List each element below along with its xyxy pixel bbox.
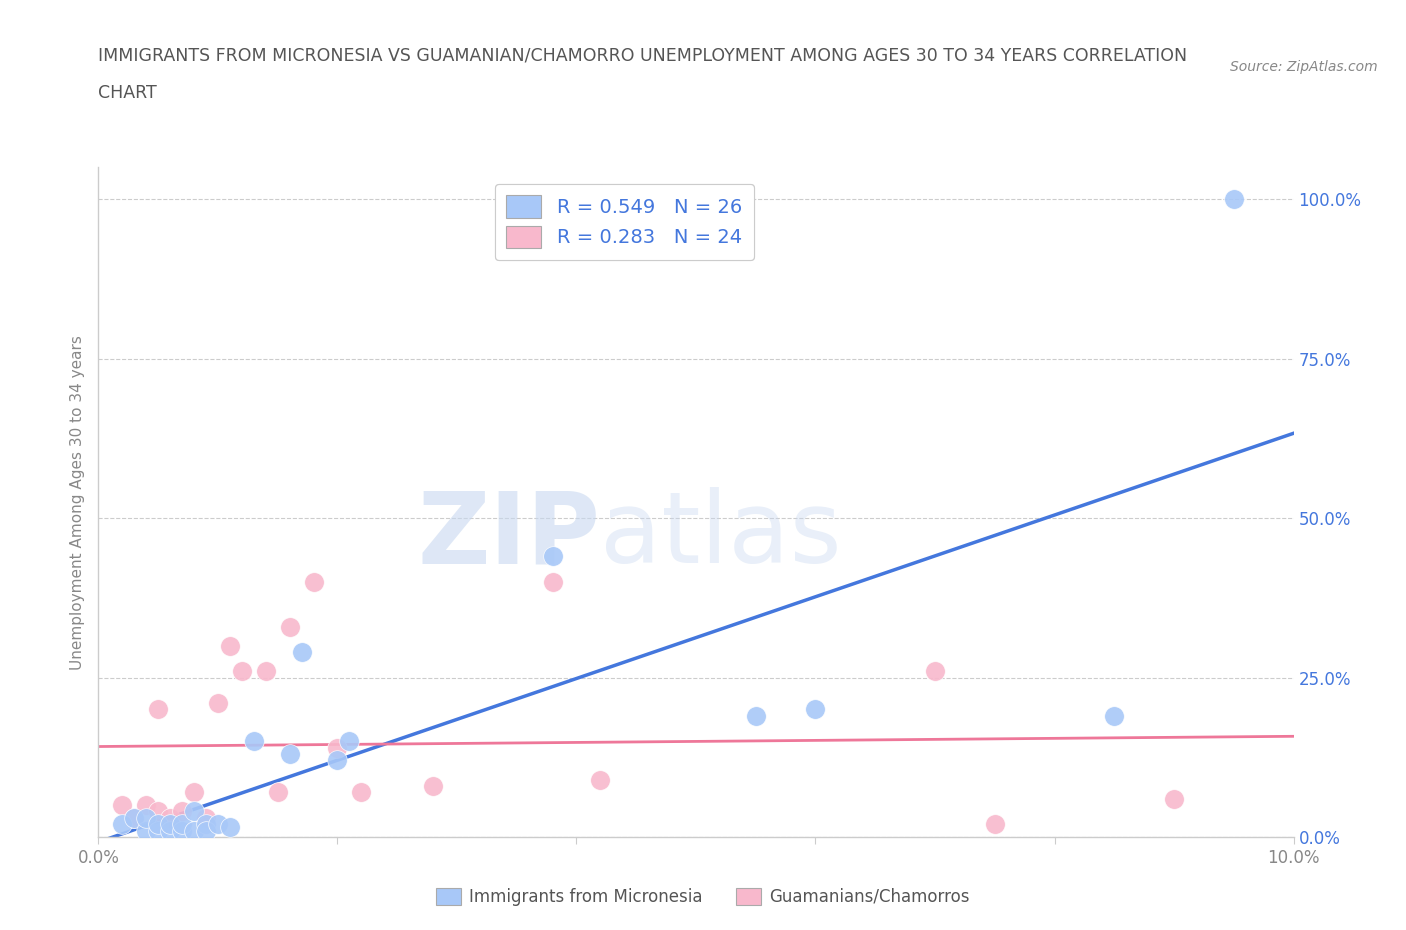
Point <box>172 817 194 831</box>
Point <box>183 804 205 819</box>
Point <box>804 702 827 717</box>
Y-axis label: Unemployment Among Ages 30 to 34 years: Unemployment Among Ages 30 to 34 years <box>69 335 84 670</box>
Point <box>339 734 360 749</box>
Point <box>111 798 134 813</box>
Point <box>290 644 312 659</box>
Point <box>159 823 181 838</box>
Point <box>1163 791 1185 806</box>
Text: CHART: CHART <box>98 84 157 101</box>
Point <box>219 820 242 835</box>
Point <box>135 823 157 838</box>
Point <box>148 804 170 819</box>
Point <box>267 785 290 800</box>
Point <box>148 702 170 717</box>
Point <box>745 709 768 724</box>
Point <box>194 817 218 831</box>
Point <box>183 823 205 838</box>
Text: Source: ZipAtlas.com: Source: ZipAtlas.com <box>1230 60 1378 74</box>
Point <box>254 664 277 679</box>
Point <box>541 575 564 590</box>
Point <box>148 817 170 831</box>
Point <box>219 638 242 653</box>
Legend: R = 0.549   N = 26, R = 0.283   N = 24: R = 0.549 N = 26, R = 0.283 N = 24 <box>495 184 754 259</box>
Text: IMMIGRANTS FROM MICRONESIA VS GUAMANIAN/CHAMORRO UNEMPLOYMENT AMONG AGES 30 TO 3: IMMIGRANTS FROM MICRONESIA VS GUAMANIAN/… <box>98 46 1188 64</box>
Point <box>207 696 229 711</box>
Legend: Immigrants from Micronesia, Guamanians/Chamorros: Immigrants from Micronesia, Guamanians/C… <box>429 881 977 912</box>
Point <box>302 575 325 590</box>
Point <box>326 740 349 755</box>
Point <box>1223 192 1246 206</box>
Point <box>124 810 146 825</box>
Point <box>924 664 946 679</box>
Point <box>148 823 170 838</box>
Point <box>422 778 444 793</box>
Text: ZIP: ZIP <box>418 487 600 584</box>
Point <box>135 810 157 825</box>
Point <box>278 747 301 762</box>
Point <box>1104 709 1126 724</box>
Point <box>172 804 194 819</box>
Point <box>207 817 229 831</box>
Point <box>983 817 1005 831</box>
Point <box>124 810 146 825</box>
Point <box>278 619 301 634</box>
Point <box>172 823 194 838</box>
Point <box>231 664 253 679</box>
Point <box>159 810 181 825</box>
Point <box>589 772 612 787</box>
Point <box>194 823 218 838</box>
Point <box>194 810 218 825</box>
Text: atlas: atlas <box>600 487 842 584</box>
Point <box>183 785 205 800</box>
Point <box>135 798 157 813</box>
Point <box>541 549 564 564</box>
Point <box>243 734 266 749</box>
Point <box>159 817 181 831</box>
Point <box>111 817 134 831</box>
Point <box>350 785 373 800</box>
Point <box>326 753 349 768</box>
